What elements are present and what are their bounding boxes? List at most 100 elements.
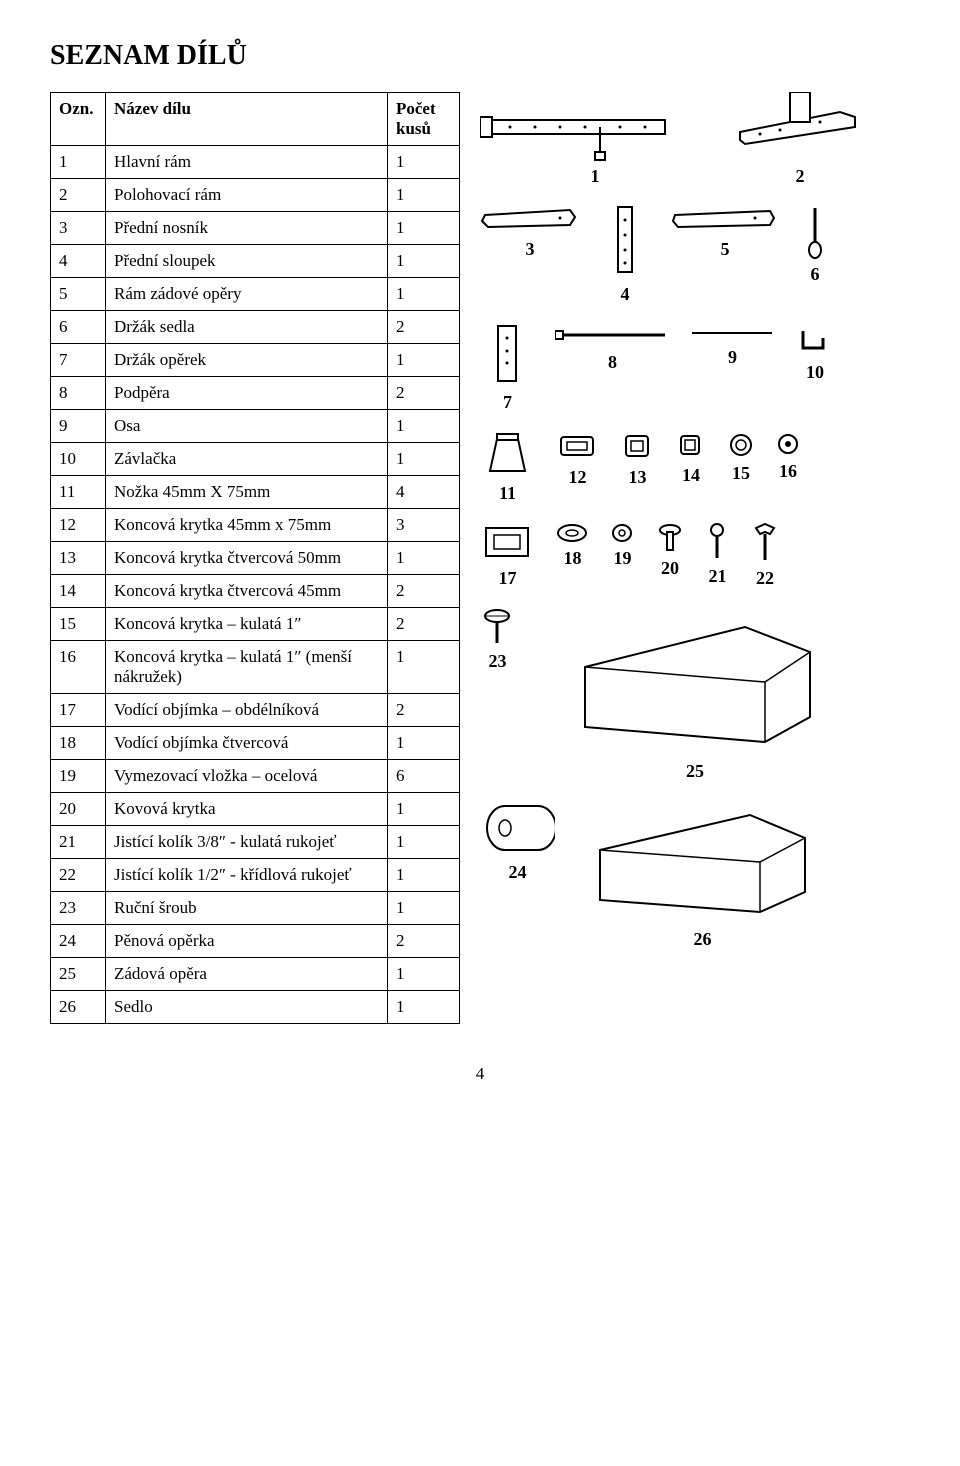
part-1-icon: 1: [480, 92, 710, 187]
cell-ozn: 16: [51, 641, 106, 694]
cell-ozn: 15: [51, 608, 106, 641]
table-row: 9Osa1: [51, 410, 460, 443]
cell-ozn: 14: [51, 575, 106, 608]
label-1: 1: [591, 166, 600, 187]
part-25-icon: 25: [565, 607, 825, 782]
cell-ozn: 6: [51, 311, 106, 344]
cell-nazev: Vodící objímka čtvercová: [106, 727, 388, 760]
cell-ozn: 25: [51, 958, 106, 991]
cell-nazev: Zádová opěra: [106, 958, 388, 991]
page-number: 4: [50, 1064, 910, 1084]
cell-nazev: Vodící objímka – obdélníková: [106, 694, 388, 727]
cell-nazev: Koncová krytka – kulatá 1″ (menší nákruž…: [106, 641, 388, 694]
table-row: 13Koncová krytka čtvercová 50mm1: [51, 542, 460, 575]
part-11-icon: 11: [480, 431, 535, 504]
part-16-icon: 16: [775, 431, 801, 504]
part-6-icon: 6: [800, 205, 830, 305]
cell-ozn: 19: [51, 760, 106, 793]
cell-nazev: Podpěra: [106, 377, 388, 410]
table-row: 5Rám zádové opěry1: [51, 278, 460, 311]
part-20-icon: 20: [655, 522, 685, 589]
cell-ozn: 18: [51, 727, 106, 760]
part-17-icon: 17: [480, 522, 535, 589]
table-row: 10Závlačka1: [51, 443, 460, 476]
label-3: 3: [526, 239, 535, 260]
parts-diagram: 1 2 3 4 5: [480, 92, 910, 968]
cell-qty: 1: [388, 859, 460, 892]
cell-nazev: Přední sloupek: [106, 245, 388, 278]
part-26-icon: 26: [585, 800, 820, 950]
table-row: 17Vodící objímka – obdélníková2: [51, 694, 460, 727]
cell-nazev: Polohovací rám: [106, 179, 388, 212]
cell-nazev: Jistící kolík 3/8″ - kulatá rukojeť: [106, 826, 388, 859]
label-2: 2: [796, 166, 805, 187]
cell-qty: 1: [388, 991, 460, 1024]
cell-ozn: 20: [51, 793, 106, 826]
cell-qty: 2: [388, 377, 460, 410]
label-14: 14: [682, 465, 700, 486]
label-9: 9: [728, 347, 737, 368]
label-24: 24: [509, 862, 527, 883]
part-22-icon: 22: [750, 522, 780, 589]
label-18: 18: [564, 548, 582, 569]
table-row: 1Hlavní rám1: [51, 146, 460, 179]
cell-nazev: Závlačka: [106, 443, 388, 476]
col-nazev: Název dílu: [106, 93, 388, 146]
cell-qty: 2: [388, 608, 460, 641]
part-21-icon: 21: [705, 522, 730, 589]
part-10-icon: 10: [795, 323, 835, 413]
table-row: 3Přední nosník1: [51, 212, 460, 245]
label-17: 17: [499, 568, 517, 589]
cell-ozn: 23: [51, 892, 106, 925]
label-20: 20: [661, 558, 679, 579]
cell-qty: 2: [388, 694, 460, 727]
cell-qty: 1: [388, 410, 460, 443]
part-13-icon: 13: [620, 431, 655, 504]
cell-nazev: Koncová krytka 45mm x 75mm: [106, 509, 388, 542]
cell-nazev: Přední nosník: [106, 212, 388, 245]
table-row: 20Kovová krytka1: [51, 793, 460, 826]
part-18-icon: 18: [555, 522, 590, 589]
label-23: 23: [489, 651, 507, 672]
table-row: 4Přední sloupek1: [51, 245, 460, 278]
col-pocet: Počet kusů: [388, 93, 460, 146]
cell-qty: 1: [388, 443, 460, 476]
parts-table: Ozn. Název dílu Počet kusů 1Hlavní rám12…: [50, 92, 460, 1024]
cell-qty: 1: [388, 958, 460, 991]
table-row: 8Podpěra2: [51, 377, 460, 410]
table-row: 19Vymezovací vložka – ocelová6: [51, 760, 460, 793]
cell-ozn: 24: [51, 925, 106, 958]
cell-ozn: 9: [51, 410, 106, 443]
main-layout: Ozn. Název dílu Počet kusů 1Hlavní rám12…: [50, 92, 910, 1024]
cell-ozn: 4: [51, 245, 106, 278]
cell-qty: 1: [388, 793, 460, 826]
cell-nazev: Nožka 45mm X 75mm: [106, 476, 388, 509]
cell-ozn: 13: [51, 542, 106, 575]
table-row: 22Jistící kolík 1/2″ - křídlová rukojeť1: [51, 859, 460, 892]
cell-qty: 2: [388, 311, 460, 344]
cell-ozn: 10: [51, 443, 106, 476]
label-13: 13: [629, 467, 647, 488]
label-11: 11: [499, 483, 516, 504]
label-6: 6: [811, 264, 820, 285]
label-8: 8: [608, 352, 617, 373]
cell-nazev: Kovová krytka: [106, 793, 388, 826]
cell-qty: 6: [388, 760, 460, 793]
cell-ozn: 5: [51, 278, 106, 311]
table-row: 24Pěnová opěrka2: [51, 925, 460, 958]
table-row: 11Nožka 45mm X 75mm4: [51, 476, 460, 509]
cell-qty: 2: [388, 575, 460, 608]
table-row: 23Ruční šroub1: [51, 892, 460, 925]
cell-nazev: Držák opěrek: [106, 344, 388, 377]
cell-ozn: 11: [51, 476, 106, 509]
cell-nazev: Sedlo: [106, 991, 388, 1024]
cell-nazev: Koncová krytka čtvercová 45mm: [106, 575, 388, 608]
part-15-icon: 15: [727, 431, 755, 504]
part-7-icon: 7: [480, 323, 535, 413]
part-19-icon: 19: [610, 522, 635, 589]
cell-ozn: 26: [51, 991, 106, 1024]
table-row: 12Koncová krytka 45mm x 75mm3: [51, 509, 460, 542]
part-9-icon: 9: [690, 323, 775, 413]
label-26: 26: [694, 929, 712, 950]
cell-ozn: 12: [51, 509, 106, 542]
